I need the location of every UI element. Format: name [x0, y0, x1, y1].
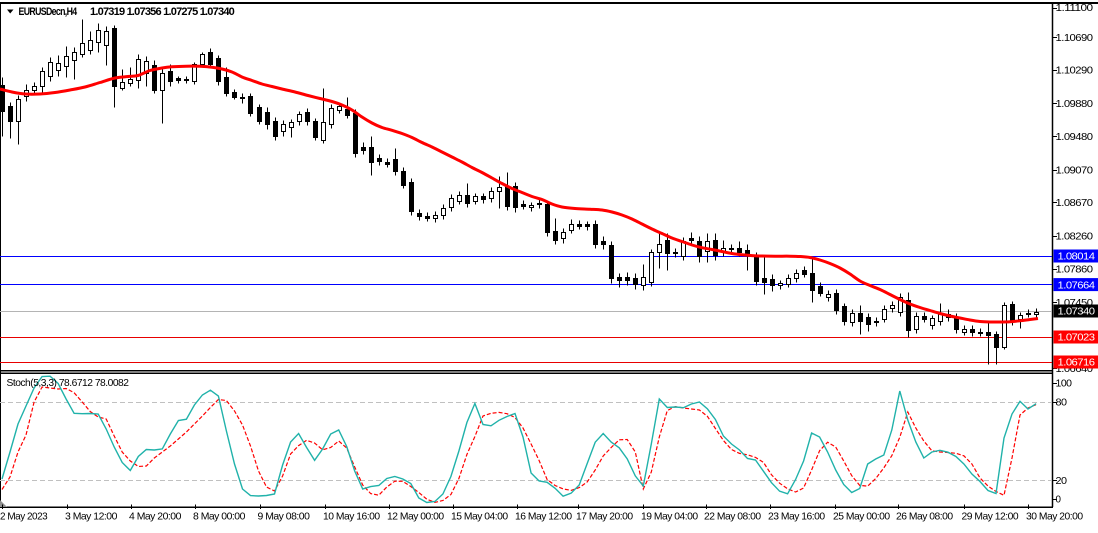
svg-text:Stoch(5,3,3) 78.6712 78.0082: Stoch(5,3,3) 78.6712 78.0082 — [7, 377, 130, 389]
svg-text:30 May 20:00: 30 May 20:00 — [1026, 511, 1083, 523]
svg-text:1.06716: 1.06716 — [1058, 357, 1096, 369]
svg-text:1.11100: 1.11100 — [1056, 2, 1094, 14]
svg-text:17 May 20:00: 17 May 20:00 — [576, 511, 633, 523]
svg-text:26 May 08:00: 26 May 08:00 — [896, 511, 953, 523]
svg-text:1.07023: 1.07023 — [1058, 332, 1096, 344]
svg-text:22 May 08:00: 22 May 08:00 — [704, 511, 761, 523]
svg-text:EURUSDecn,H4: EURUSDecn,H4 — [19, 6, 78, 18]
svg-text:1.08670: 1.08670 — [1056, 197, 1094, 209]
svg-text:15 May 04:00: 15 May 04:00 — [451, 511, 508, 523]
svg-text:100: 100 — [1056, 378, 1073, 390]
svg-text:9 May 08:00: 9 May 08:00 — [258, 511, 311, 523]
svg-text:1.07340: 1.07340 — [1058, 306, 1096, 318]
svg-text:1.10290: 1.10290 — [1056, 65, 1094, 77]
svg-text:0: 0 — [1056, 494, 1062, 506]
svg-text:16 May 12:00: 16 May 12:00 — [515, 511, 572, 523]
svg-text:10 May 16:00: 10 May 16:00 — [323, 511, 380, 523]
svg-text:2 May 2023: 2 May 2023 — [0, 511, 48, 523]
svg-text:1.08014: 1.08014 — [1058, 251, 1096, 263]
svg-text:1.07860: 1.07860 — [1056, 263, 1094, 275]
svg-text:3 May 12:00: 3 May 12:00 — [65, 511, 118, 523]
svg-text:80: 80 — [1056, 397, 1068, 409]
svg-text:1.09480: 1.09480 — [1056, 131, 1094, 143]
svg-text:20: 20 — [1056, 475, 1068, 487]
svg-text:19 May 04:00: 19 May 04:00 — [641, 511, 698, 523]
svg-text:1.09880: 1.09880 — [1056, 98, 1094, 110]
svg-text:12 May 00:00: 12 May 00:00 — [387, 511, 444, 523]
svg-text:4 May 20:00: 4 May 20:00 — [129, 511, 182, 523]
svg-text:1.10690: 1.10690 — [1056, 32, 1094, 44]
svg-text:29 May 12:00: 29 May 12:00 — [962, 511, 1019, 523]
svg-text:8 May 00:00: 8 May 00:00 — [193, 511, 246, 523]
svg-text:1.07319 1.07356 1.07275 1.0734: 1.07319 1.07356 1.07275 1.07340 — [90, 6, 235, 18]
svg-text:1.09070: 1.09070 — [1056, 164, 1094, 176]
svg-text:25 May 00:00: 25 May 00:00 — [833, 511, 890, 523]
svg-text:1.08260: 1.08260 — [1056, 231, 1094, 243]
svg-text:1.07664: 1.07664 — [1058, 279, 1096, 291]
svg-text:23 May 16:00: 23 May 16:00 — [768, 511, 825, 523]
